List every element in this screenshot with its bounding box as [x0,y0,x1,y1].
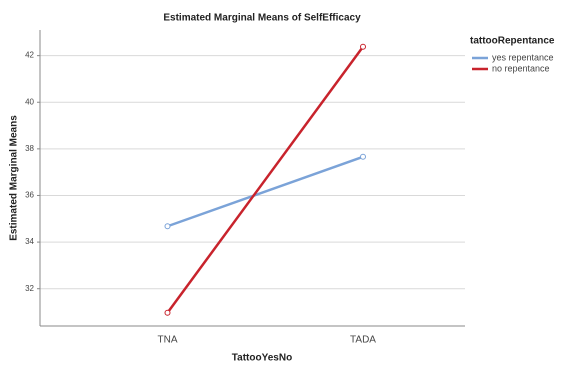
point [360,43,366,50]
legend-label: yes repentance [492,52,554,62]
y-tick-label: 32 [25,284,34,293]
chart-title: Estimated Marginal Means of SelfEfficacy [163,13,361,24]
series-line [167,155,364,228]
y-tick-label: 36 [25,191,34,200]
point [164,223,171,230]
legend-title: tattooRepentance [470,36,555,47]
x-tick-label: TADA [350,335,376,346]
y-tick-label: 34 [25,237,34,246]
x-tick-label: TNA [158,335,178,346]
y-tick-label: 40 [25,97,34,106]
x-axis-label: TattooYesNo [232,353,292,364]
series-line [166,46,365,314]
y-tick-label: 42 [25,51,34,60]
point [360,153,366,160]
legend-label: no repentance [492,63,550,73]
y-axis-label: Estimated Marginal Means [9,115,20,241]
point [164,309,171,316]
y-tick-label: 38 [25,144,34,153]
